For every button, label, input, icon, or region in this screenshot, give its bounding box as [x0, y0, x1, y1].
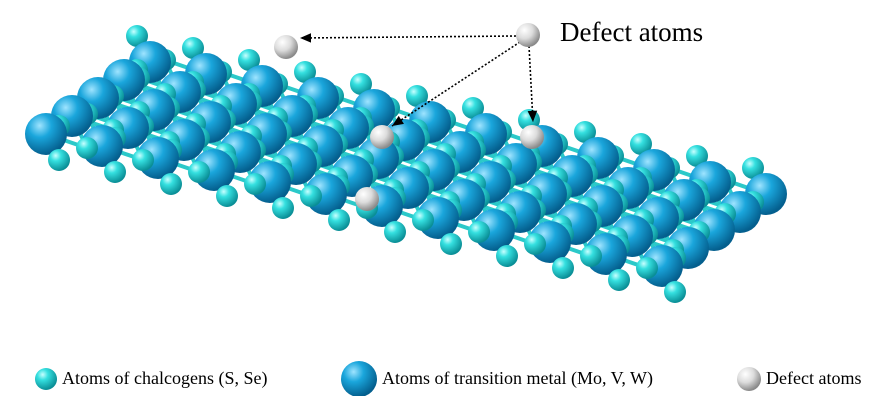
legend-label: Defect atoms [766, 368, 861, 388]
defect-atom [355, 187, 379, 211]
defect-atom [516, 23, 540, 47]
legend-swatch [35, 368, 57, 390]
metal-atom [25, 113, 67, 155]
chalcogen-atom [552, 257, 574, 279]
chalcogen-atom [272, 197, 294, 219]
legend-label: Atoms of transition metal (Mo, V, W) [382, 368, 653, 389]
chalcogen-atom [664, 281, 686, 303]
chalcogen-atom [48, 149, 70, 171]
arrow [300, 36, 516, 38]
lattice [25, 25, 787, 303]
chalcogen-atom [244, 173, 266, 195]
legend-label: Atoms of chalcogens (S, Se) [62, 368, 267, 389]
chalcogen-atom [580, 245, 602, 267]
legend-swatch [737, 367, 761, 391]
chalcogen-atom [328, 209, 350, 231]
chalcogen-atom [524, 233, 546, 255]
legend-swatch [341, 361, 377, 396]
chalcogen-atom [132, 149, 154, 171]
chalcogen-atom [636, 257, 658, 279]
defect-atom [370, 125, 394, 149]
chalcogen-atom [440, 233, 462, 255]
defect-atom [274, 35, 298, 59]
chalcogen-atom [412, 209, 434, 231]
chalcogen-atom [496, 245, 518, 267]
chalcogen-atom [300, 185, 322, 207]
chalcogen-atom [468, 221, 490, 243]
chalcogen-atom [384, 221, 406, 243]
annotation: Defect atoms [560, 17, 703, 47]
chalcogen-atom [216, 185, 238, 207]
legend: Atoms of chalcogens (S, Se) Atoms of tra… [35, 361, 861, 396]
chalcogen-atom [76, 137, 98, 159]
chalcogen-atom [104, 161, 126, 183]
diagram: Defect atoms Atoms of chalcogens (S, Se)… [0, 0, 887, 396]
chalcogen-atom [608, 269, 630, 291]
defect-atom [520, 125, 544, 149]
chalcogen-atom [160, 173, 182, 195]
chalcogen-atom [188, 161, 210, 183]
